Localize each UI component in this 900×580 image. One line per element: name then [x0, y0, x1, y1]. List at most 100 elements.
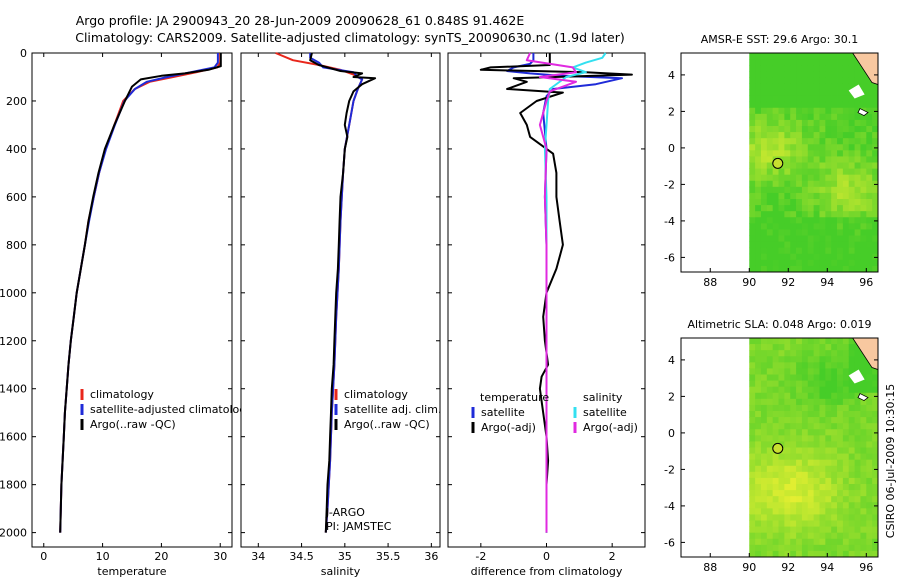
heatmap-cell [872, 532, 879, 540]
annotation-text: PI: JAMSTEC [326, 520, 392, 533]
heatmap-cell [766, 338, 774, 345]
heatmap-cell [755, 344, 762, 351]
x-tick-label: 88 [703, 276, 717, 289]
heatmap-cell [755, 441, 762, 448]
heatmap-cell [848, 132, 855, 139]
heatmap-cell [872, 192, 879, 200]
heatmap-cell [755, 180, 762, 188]
heatmap-cell [866, 508, 873, 515]
heatmap-cell [819, 199, 826, 206]
heatmap-cell [778, 138, 785, 145]
heatmap-cell [784, 241, 791, 249]
heatmap-cell [801, 538, 809, 546]
heatmap-cell [790, 101, 797, 109]
heatmap-cell [807, 89, 815, 96]
heatmap-cell [831, 526, 838, 534]
heatmap-cell [819, 404, 826, 412]
heatmap-cell [784, 119, 791, 127]
heatmap-cell [813, 89, 820, 96]
heatmap-cell [819, 205, 826, 212]
heatmap-cell [860, 247, 867, 255]
heatmap-cell [813, 356, 820, 363]
heatmap-cell [796, 423, 803, 430]
heatmap-cell [760, 65, 768, 72]
heatmap-cell [848, 126, 855, 133]
heatmap-cell [866, 368, 873, 375]
heatmap-cell [772, 199, 779, 206]
heatmap-cell [831, 77, 838, 84]
heatmap-cell [760, 477, 768, 485]
heatmap-cell [819, 53, 826, 60]
heatmap-cell [819, 168, 826, 176]
heatmap-cell [784, 168, 791, 176]
heatmap-cell [772, 205, 779, 212]
heatmap-cell [772, 211, 779, 218]
heatmap-cell [749, 174, 756, 182]
heatmap-cell [842, 526, 850, 534]
heatmap-cell [760, 520, 768, 527]
heatmap-cell [848, 484, 855, 491]
heatmap-cell [825, 398, 832, 406]
heatmap-cell [837, 53, 844, 60]
heatmap-cell [872, 113, 879, 121]
heatmap-cell [837, 83, 844, 90]
heatmap-cell [766, 380, 774, 388]
heatmap-cell [796, 404, 803, 412]
heatmap-cell [807, 65, 815, 72]
heatmap-cell [796, 520, 803, 527]
heatmap-cell [854, 126, 861, 133]
heatmap-cell [755, 211, 762, 218]
heatmap-cell [760, 386, 768, 394]
heatmap-cell [854, 544, 861, 552]
heatmap-cell [825, 180, 832, 188]
heatmap-cell [854, 502, 861, 509]
heatmap-cell [813, 229, 820, 236]
heatmap-cell [813, 223, 820, 230]
heatmap-cell [784, 211, 791, 218]
heatmap-cell [848, 253, 855, 261]
heatmap-cell [749, 95, 756, 103]
heatmap-cell [778, 398, 785, 406]
heatmap-cell [790, 205, 797, 212]
y-tick-label: 0 [20, 47, 27, 60]
heatmap-cell [801, 77, 809, 84]
heatmap-cell [831, 138, 838, 145]
heatmap-cell [842, 265, 850, 273]
heatmap-cell [813, 526, 820, 534]
heatmap-cell [813, 107, 820, 115]
heatmap-cell [813, 362, 820, 369]
heatmap-cell [766, 453, 774, 461]
heatmap-cell [831, 465, 838, 473]
heatmap-cell [837, 392, 844, 400]
heatmap-cell [772, 344, 779, 351]
heatmap-cell [819, 338, 826, 345]
heatmap-cell [760, 59, 768, 66]
heatmap-cell [860, 386, 867, 394]
heatmap-cell [860, 356, 867, 363]
heatmap-cell [796, 259, 803, 267]
heatmap-cell [825, 350, 832, 357]
heatmap-cell [813, 344, 820, 351]
heatmap-cell [825, 192, 832, 200]
heatmap-cell [831, 156, 838, 163]
heatmap-cell [807, 162, 815, 169]
heatmap-cell [784, 113, 791, 121]
heatmap-cell [796, 205, 803, 212]
heatmap-cell [766, 168, 774, 176]
heatmap-cell [772, 471, 779, 479]
heatmap-cell [825, 132, 832, 139]
heatmap-cell [760, 471, 768, 479]
heatmap-cell [866, 150, 873, 157]
heatmap-cell [749, 53, 756, 60]
heatmap-cell [796, 77, 803, 84]
heatmap-cell [778, 217, 785, 224]
heatmap-cell [772, 477, 779, 485]
heatmap-cell [848, 107, 855, 115]
heatmap-cell [825, 211, 832, 218]
heatmap-cell [813, 429, 820, 436]
heatmap-cell [848, 113, 855, 121]
heatmap-cell [837, 150, 844, 157]
heatmap-cell [807, 71, 815, 78]
heatmap-cell [766, 404, 774, 412]
heatmap-cell [842, 192, 850, 200]
